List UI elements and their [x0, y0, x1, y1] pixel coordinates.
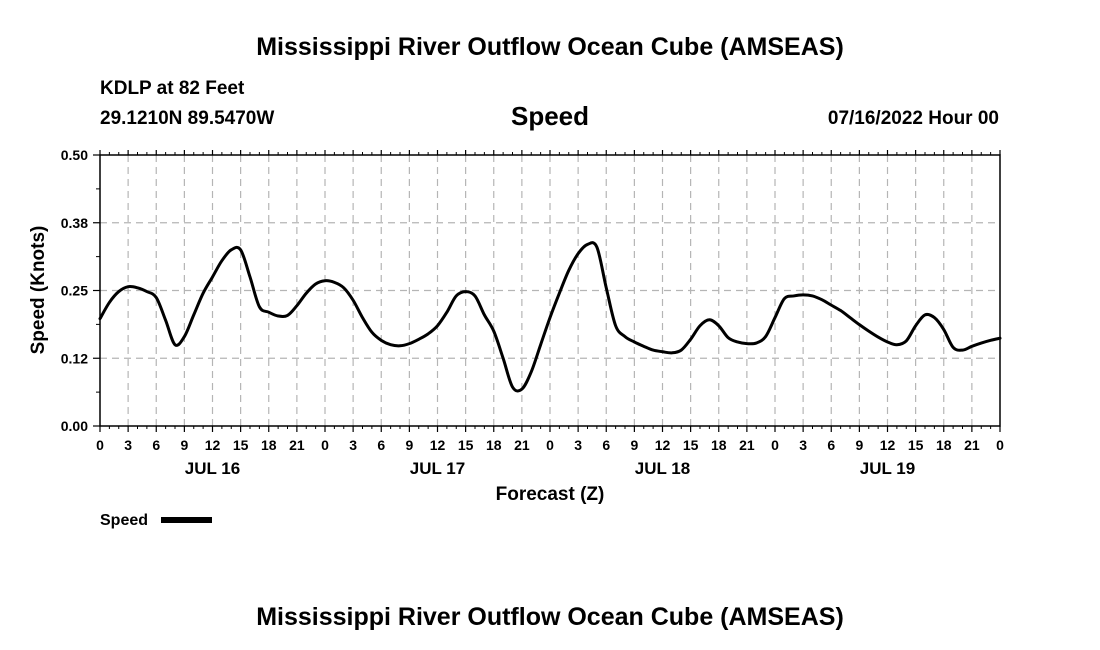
x-tick-label: 6 — [152, 437, 160, 453]
x-tick-label: 15 — [908, 437, 924, 453]
day-label: JUL 17 — [410, 459, 465, 478]
speed-series-line — [98, 241, 1002, 393]
y-tick-label: 0.50 — [61, 147, 88, 163]
y-tick-label: 0.38 — [61, 215, 88, 231]
location-label: 29.1210N 89.5470W — [100, 108, 274, 129]
day-label: JUL 18 — [635, 459, 690, 478]
x-tick-label: 21 — [739, 437, 755, 453]
x-tick-label: 6 — [602, 437, 610, 453]
x-tick-label: 12 — [430, 437, 446, 453]
x-tick-label: 12 — [655, 437, 671, 453]
x-tick-label: 6 — [827, 437, 835, 453]
x-tick-label: 9 — [180, 437, 188, 453]
y-tick-label: 0.25 — [61, 283, 88, 299]
legend-swatch — [161, 517, 212, 523]
day-label: JUL 16 — [185, 459, 240, 478]
x-tick-label: 3 — [124, 437, 132, 453]
x-tick-label: 15 — [458, 437, 474, 453]
x-tick-label: 21 — [514, 437, 530, 453]
x-tick-label: 0 — [546, 437, 554, 453]
x-tick-label: 12 — [880, 437, 896, 453]
x-tick-label: 0 — [321, 437, 329, 453]
x-tick-label: 15 — [683, 437, 699, 453]
x-tick-label: 21 — [289, 437, 305, 453]
x-tick-label: 18 — [486, 437, 502, 453]
x-tick-label: 18 — [711, 437, 727, 453]
x-tick-label: 3 — [349, 437, 357, 453]
x-tick-label: 3 — [799, 437, 807, 453]
day-labels: JUL 16 JUL 17 JUL 18 JUL 19 — [185, 459, 915, 478]
datetime-label: 07/16/2022 Hour 00 — [828, 108, 999, 129]
y-tick-label: 0.12 — [61, 350, 88, 366]
x-tick-label: 3 — [574, 437, 582, 453]
x-tick-label: 0 — [96, 437, 104, 453]
x-tick-label: 0 — [996, 437, 1004, 453]
y-axis-label: Speed (Knots) — [28, 226, 49, 355]
x-tick-label: 21 — [964, 437, 980, 453]
grid-lines — [100, 155, 1000, 426]
x-tick-label: 15 — [233, 437, 249, 453]
chart-subtitle: Speed — [511, 101, 589, 131]
x-tick-label: 0 — [771, 437, 779, 453]
y-tick-labels: 0.00 0.12 0.25 0.38 0.50 — [61, 147, 88, 434]
x-tick-label: 18 — [261, 437, 277, 453]
y-tick-label: 0.00 — [61, 418, 88, 434]
x-tick-label: 9 — [855, 437, 863, 453]
x-axis-label: Forecast (Z) — [496, 484, 605, 505]
x-tick-label: 9 — [405, 437, 413, 453]
legend-label: Speed — [100, 512, 148, 529]
day-label: JUL 19 — [860, 459, 915, 478]
chart-title: Mississippi River Outflow Ocean Cube (AM… — [256, 33, 844, 61]
x-tick-labels: 0 3 6 9 12 15 18 21 0 3 6 9 12 15 18 21 0 3 6 9 12 15 18 21 0 3 6 9… — [96, 437, 1004, 453]
station-label: KDLP at 82 Feet — [100, 78, 245, 99]
x-tick-label: 12 — [205, 437, 221, 453]
plot-frame — [99, 154, 1001, 427]
x-tick-label: 18 — [936, 437, 952, 453]
x-tick-label: 6 — [377, 437, 385, 453]
x-tick-label: 9 — [630, 437, 638, 453]
footer-title: Mississippi River Outflow Ocean Cube (AM… — [256, 603, 844, 631]
